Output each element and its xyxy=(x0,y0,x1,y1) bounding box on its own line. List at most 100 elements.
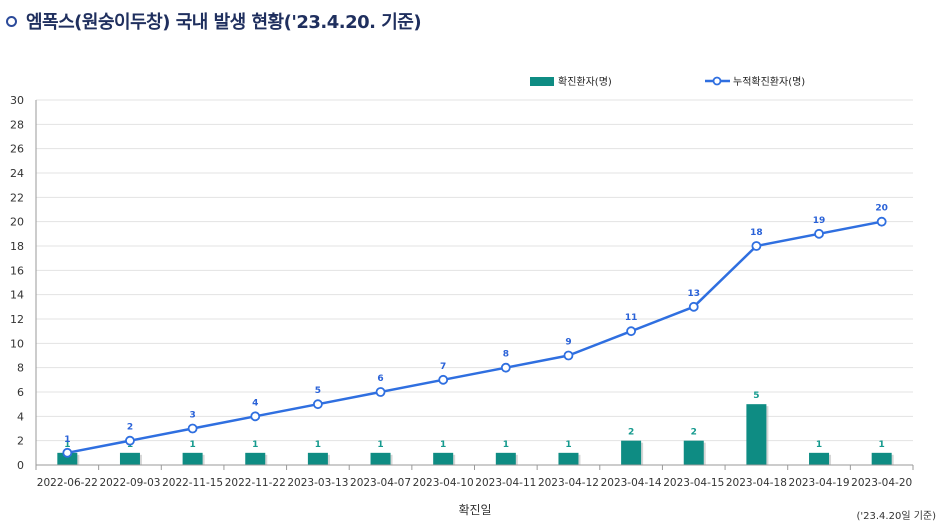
bar xyxy=(871,452,892,465)
y-tick-label: 26 xyxy=(10,143,24,156)
line-data-label: 5 xyxy=(315,386,321,396)
line-point xyxy=(125,435,135,446)
line-point xyxy=(62,447,73,458)
y-tick-label: 12 xyxy=(10,313,24,326)
line-point xyxy=(751,241,762,251)
grid-layer xyxy=(36,99,913,466)
line-data-label: 13 xyxy=(687,289,700,299)
title-row: 엠폭스(원숭이두창) 국내 발생 현황('23.4.20. 기준) xyxy=(6,6,422,36)
line-data-label: 8 xyxy=(503,350,509,360)
x-tick-label: 2023-04-19 xyxy=(789,477,850,489)
x-tick-label: 2023-03-13 xyxy=(287,477,348,489)
line-point xyxy=(500,362,511,373)
line-data-label: 20 xyxy=(875,204,888,214)
circle-bullet-icon xyxy=(6,15,17,27)
x-tick-label: 2023-04-10 xyxy=(413,477,474,489)
line-point xyxy=(187,423,198,434)
line-point xyxy=(438,374,449,385)
x-tick-label: 2023-04-15 xyxy=(663,477,724,489)
line-data-label: 18 xyxy=(750,228,763,238)
x-tick-label: 2023-04-20 xyxy=(851,477,912,489)
line-point xyxy=(312,399,323,410)
line-data-label: 3 xyxy=(189,411,195,421)
y-tick-label: 10 xyxy=(10,337,24,350)
y-tick-label: 4 xyxy=(17,410,24,423)
bar xyxy=(683,440,704,465)
x-tick-label: 2022-06-22 xyxy=(37,477,98,489)
line-point xyxy=(688,301,699,312)
bar xyxy=(370,452,391,465)
bar-data-label: 1 xyxy=(189,440,195,450)
line-data-label: 19 xyxy=(813,216,826,226)
line-data-label: 9 xyxy=(565,338,571,348)
bar xyxy=(433,452,454,465)
bar-data-label: 1 xyxy=(315,440,321,450)
bar-data-label: 1 xyxy=(252,440,258,450)
x-tick-label: 2023-04-07 xyxy=(350,477,411,489)
line-point xyxy=(375,387,386,397)
bar xyxy=(746,404,767,465)
bar xyxy=(245,452,266,465)
x-tick-label: 2022-09-03 xyxy=(99,477,160,489)
line-point xyxy=(876,216,887,227)
x-tick-label: 2022-11-15 xyxy=(162,477,223,489)
cumulative-line xyxy=(67,220,882,455)
bar xyxy=(558,452,579,465)
legend: 확진환자(명) 누적확진환자(명) xyxy=(530,76,805,88)
legend-line-label: 누적확진환자(명) xyxy=(733,76,805,88)
y-tick-label: 22 xyxy=(10,191,24,204)
bar-data-label: 1 xyxy=(377,440,383,450)
bar-data-label: 1 xyxy=(440,440,446,450)
y-tick-label: 30 xyxy=(10,94,24,107)
x-tick-label: 2023-04-18 xyxy=(726,477,787,489)
y-tick-label: 24 xyxy=(10,167,24,180)
line-point xyxy=(250,411,261,422)
bar xyxy=(809,452,830,465)
bar-data-label: 2 xyxy=(628,428,634,438)
y-tick-label: 16 xyxy=(10,264,24,277)
bar-data-label: 1 xyxy=(565,440,571,450)
line-data-label: 4 xyxy=(252,398,258,408)
y-tick-label: 20 xyxy=(10,216,24,229)
x-tick-label: 2022-11-22 xyxy=(225,477,286,489)
x-tick-label: 2023-04-11 xyxy=(475,477,536,489)
footnote: ('23.4.20일 기준) xyxy=(857,510,937,522)
x-tick-label: 2023-04-14 xyxy=(601,477,662,489)
line-data-label: 7 xyxy=(440,362,446,372)
bar xyxy=(182,452,203,465)
y-tick-label: 2 xyxy=(17,435,24,448)
legend-line-marker xyxy=(712,76,722,86)
legend-bar-label: 확진환자(명) xyxy=(558,76,612,88)
bar-data-label: 1 xyxy=(503,440,509,450)
bar xyxy=(621,440,642,465)
line-data-label: 11 xyxy=(625,313,638,323)
y-tick-label: 0 xyxy=(17,459,24,472)
bar xyxy=(57,452,78,465)
bar-data-label: 1 xyxy=(816,440,822,450)
legend-bar-swatch xyxy=(530,77,554,86)
bar-data-label: 1 xyxy=(64,440,70,450)
x-tick-label: 2023-04-12 xyxy=(538,477,599,489)
bar xyxy=(307,452,328,465)
x-axis: 2022-06-22 2022-09-03 2022-11-15 2022-11-22… xyxy=(35,464,914,489)
line-point xyxy=(814,228,824,239)
bar xyxy=(495,452,516,465)
y-tick-label: 8 xyxy=(17,362,24,375)
bar xyxy=(119,452,140,465)
bar-data-label: 5 xyxy=(753,391,759,401)
y-tick-label: 18 xyxy=(10,240,24,253)
line-data-label: 1 xyxy=(64,435,70,445)
bar-series: 11111111122511 xyxy=(57,391,894,465)
y-tick-label: 14 xyxy=(10,289,24,302)
line-data-label: 2 xyxy=(127,423,133,433)
bar-data-label: 1 xyxy=(879,440,885,450)
y-tick-label: 28 xyxy=(10,118,24,131)
line-point xyxy=(626,326,637,337)
line-data-label: 6 xyxy=(377,374,383,384)
y-tick-label: 6 xyxy=(17,386,24,399)
line-point xyxy=(563,350,574,361)
x-axis-title: 확진일 xyxy=(458,503,491,517)
